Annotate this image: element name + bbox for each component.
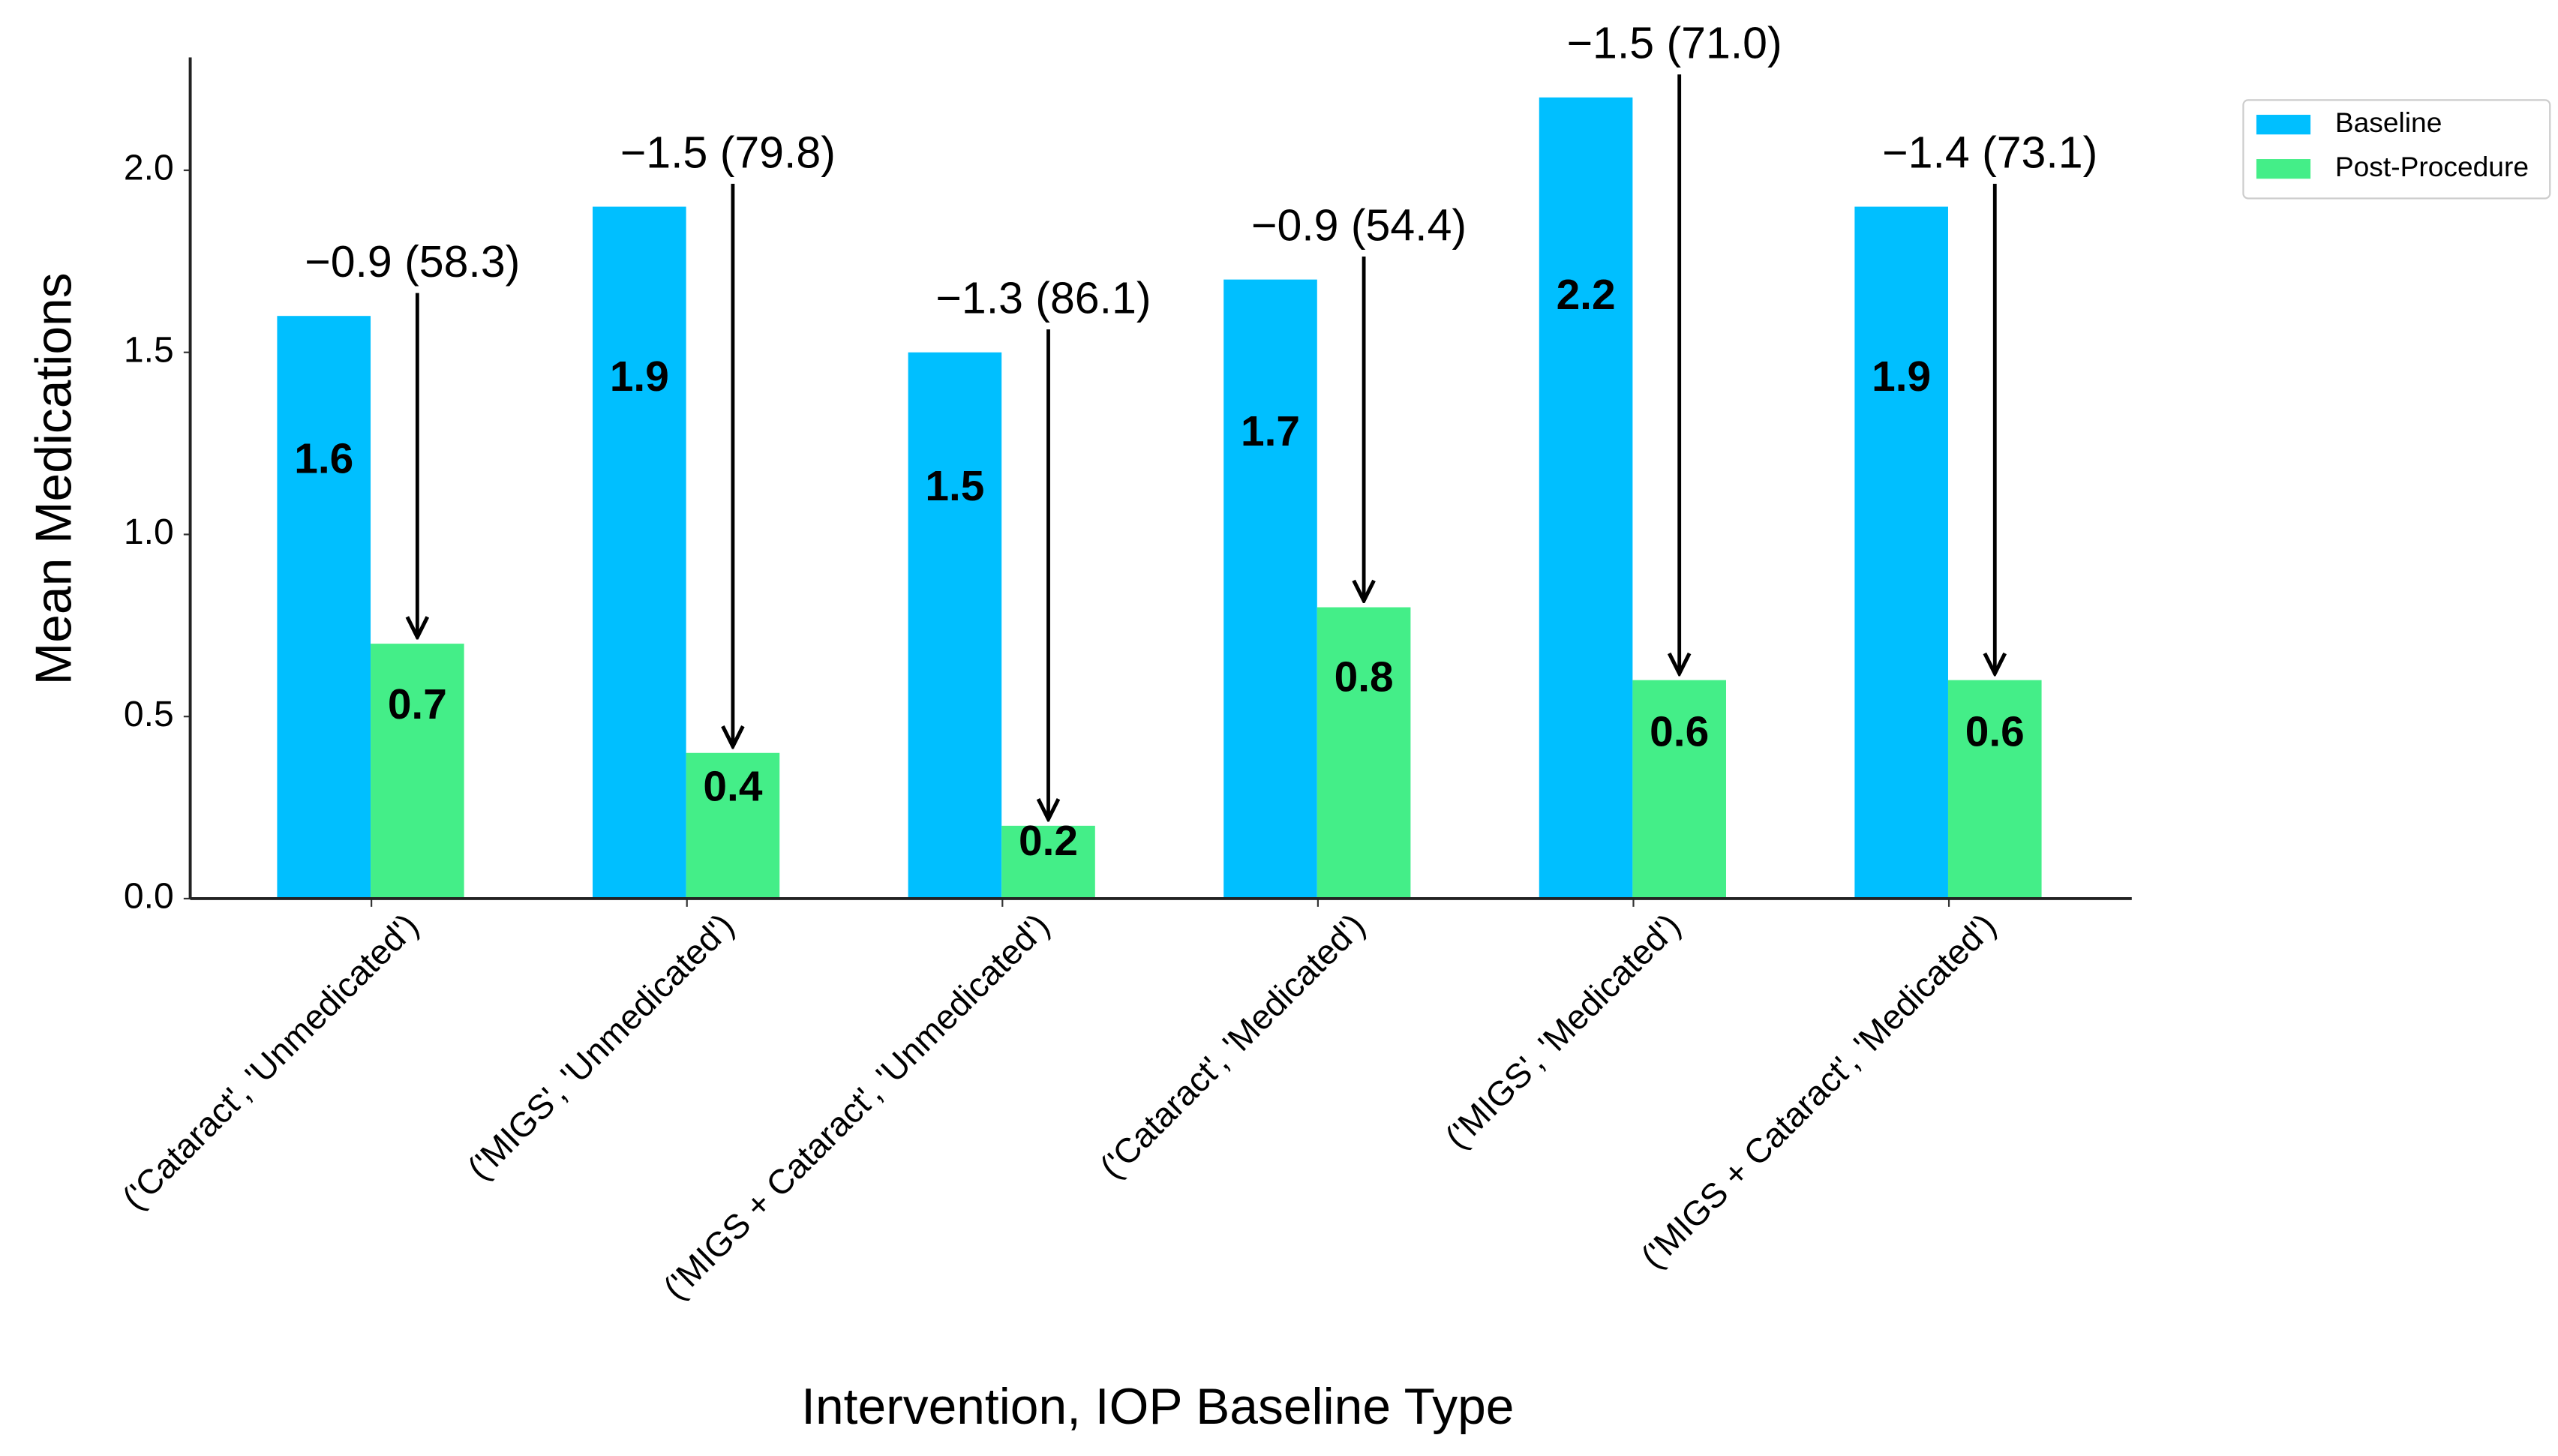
x-tick-label: ('Cataract', 'Unmedicated'): [115, 905, 426, 1217]
legend-swatch: [2256, 159, 2311, 179]
y-tick-label: 1.0: [124, 512, 174, 552]
bar: [1632, 680, 1726, 899]
bar-value-label: 0.7: [388, 681, 447, 728]
change-annotation: −1.3 (86.1): [935, 274, 1151, 323]
bar: [277, 316, 371, 899]
bar-value-label: 1.6: [294, 435, 353, 482]
change-annotation: −0.9 (58.3): [305, 237, 520, 287]
bar: [1539, 97, 1633, 899]
bar-value-label: 1.5: [925, 463, 984, 510]
y-tick-label: 0.0: [124, 876, 174, 917]
bar: [1223, 279, 1317, 899]
bar: [686, 752, 780, 899]
x-tick-label: ('MIGS + Cataract', 'Unmedicated'): [656, 905, 1057, 1307]
bar-value-label: 0.6: [1965, 708, 2025, 755]
bar: [1317, 607, 1411, 899]
legend-box: [2242, 99, 2551, 200]
bar-value-label: 2.2: [1557, 272, 1616, 319]
bar: [371, 644, 464, 899]
y-tick-label: 0.5: [124, 694, 174, 734]
x-tick-label: ('MIGS', 'Unmedicated'): [460, 905, 741, 1187]
x-tick-label: ('MIGS', 'Medicated'): [1437, 905, 1688, 1156]
change-annotation: −0.9 (54.4): [1251, 200, 1467, 250]
legend-label: Post-Procedure: [2335, 151, 2529, 182]
y-axis-label: Mean Medications: [26, 272, 82, 685]
bar: [1854, 206, 1948, 899]
y-tick-label: 2.0: [124, 148, 174, 188]
bar: [593, 206, 686, 899]
bar: [1001, 825, 1095, 899]
legend-swatch: [2256, 115, 2311, 135]
bar-value-label: 1.9: [610, 353, 669, 401]
bar-value-label: 0.8: [1335, 654, 1394, 701]
change-annotation: −1.5 (79.8): [620, 128, 836, 177]
change-annotation: −1.4 (73.1): [1882, 128, 2097, 177]
bar-value-label: 0.4: [703, 763, 762, 810]
bar-value-label: 1.7: [1241, 408, 1300, 455]
bar-value-label: 0.6: [1650, 708, 1709, 755]
bar-value-label: 0.2: [1019, 818, 1078, 865]
x-tick-label: ('MIGS + Cataract', 'Medicated'): [1633, 905, 2003, 1275]
bar: [908, 352, 1002, 899]
bar-value-label: 1.9: [1872, 353, 1931, 401]
bar: [1947, 680, 2042, 899]
plot: Intervention, IOP Baseline Type Mean Med…: [26, 19, 2551, 1435]
change-annotation: −1.5 (71.0): [1567, 19, 1782, 68]
legend-label: Baseline: [2335, 107, 2442, 138]
x-tick-label: ('Cataract', 'Medicated'): [1092, 905, 1373, 1186]
x-axis-label: Intervention, IOP Baseline Type: [801, 1379, 1514, 1435]
y-tick-label: 1.5: [124, 329, 174, 370]
